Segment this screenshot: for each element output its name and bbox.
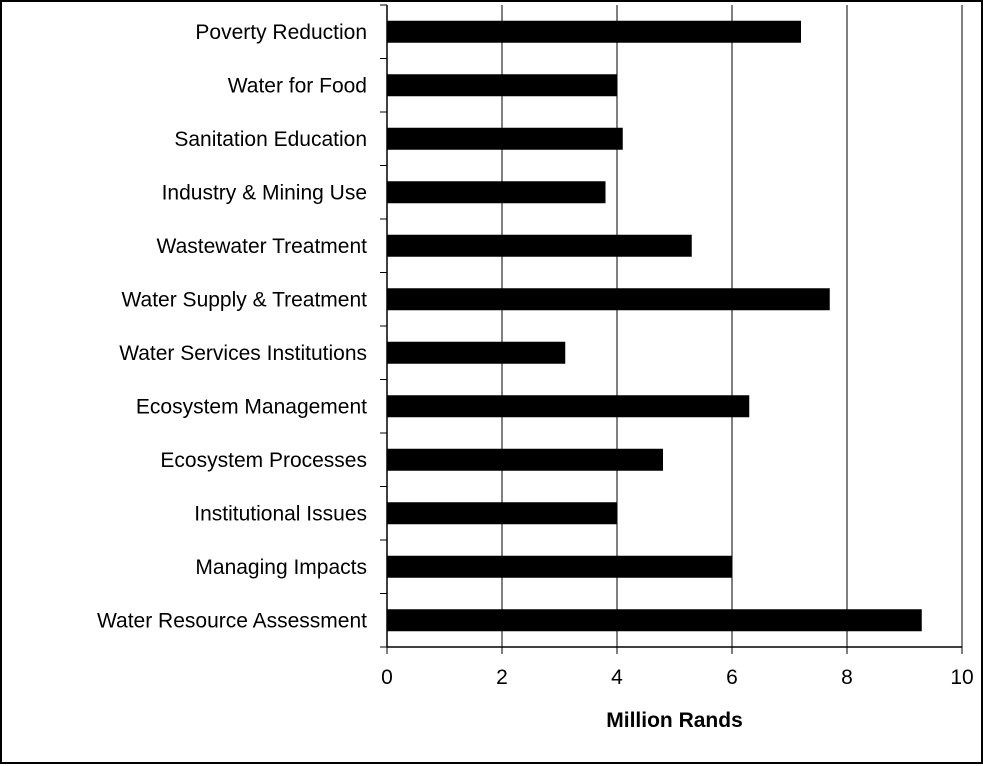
category-label-0: Water Resource Assessment xyxy=(97,609,367,632)
x-tick-label-6: 6 xyxy=(726,666,738,689)
category-label-8: Industry & Mining Use xyxy=(162,181,367,204)
bar-7 xyxy=(387,234,692,257)
bar-6 xyxy=(387,288,830,311)
x-tick-label-10: 10 xyxy=(950,666,973,689)
bar-2 xyxy=(387,502,617,525)
bar-11 xyxy=(387,20,801,43)
x-tick-label-4: 4 xyxy=(611,666,623,689)
category-label-11: Poverty Reduction xyxy=(195,21,367,44)
bar-4 xyxy=(387,395,750,418)
category-labels: Water Resource Assessment Managing Impact… xyxy=(97,21,367,633)
bar-9 xyxy=(387,127,623,150)
bars xyxy=(387,20,922,632)
axes xyxy=(380,4,963,654)
bar-1 xyxy=(387,555,732,578)
bar-8 xyxy=(387,181,606,204)
x-axis-title: Million Rands xyxy=(606,709,743,732)
x-tick-label-2: 2 xyxy=(496,666,508,689)
category-label-4: Ecosystem Management xyxy=(136,395,367,418)
x-tick-label-0: 0 xyxy=(381,666,393,689)
category-label-3: Ecosystem Processes xyxy=(160,449,367,472)
x-tick-labels: 0 2 4 6 8 10 xyxy=(381,666,974,689)
bar-0 xyxy=(387,609,922,632)
category-label-6: Water Supply & Treatment xyxy=(122,288,368,311)
bar-5 xyxy=(387,341,566,364)
bar-10 xyxy=(387,74,617,97)
x-tick-label-8: 8 xyxy=(841,666,853,689)
category-label-7: Wastewater Treatment xyxy=(157,235,368,258)
category-label-2: Institutional Issues xyxy=(194,502,367,525)
category-label-9: Sanitation Education xyxy=(174,128,367,151)
bar-3 xyxy=(387,448,663,471)
category-label-10: Water for Food xyxy=(228,74,367,97)
category-label-1: Managing Impacts xyxy=(195,556,367,579)
gridlines xyxy=(501,5,963,647)
category-label-5: Water Services Institutions xyxy=(119,342,367,365)
